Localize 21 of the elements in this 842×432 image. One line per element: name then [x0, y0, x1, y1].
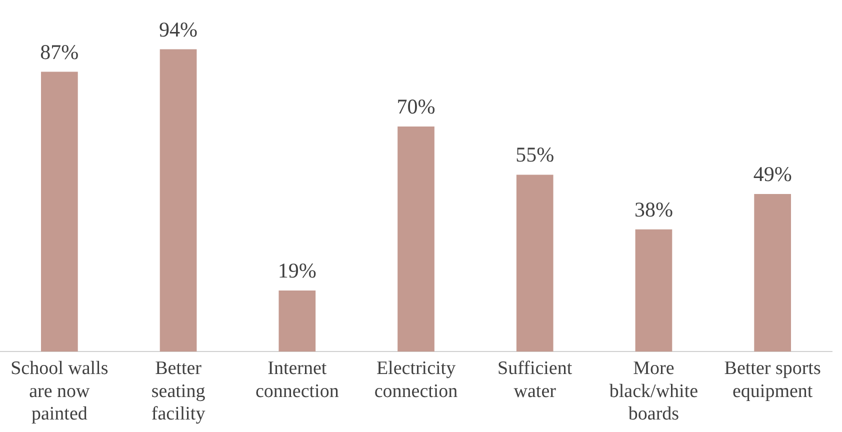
x-tick-label: Better sports equipment: [724, 358, 821, 402]
data-label: 19%: [278, 258, 316, 283]
data-label: 49%: [753, 162, 792, 186]
x-tick-label: School walls are now painted: [10, 358, 108, 425]
bar: [398, 126, 434, 352]
bar: [41, 72, 78, 352]
x-tick-label: Electricity connection: [374, 358, 458, 402]
data-label: 70%: [396, 94, 436, 118]
data-label: 94%: [159, 17, 198, 42]
bar: [754, 194, 791, 352]
bar: [516, 174, 554, 352]
bar: [635, 229, 672, 352]
data-label: 87%: [40, 40, 79, 64]
x-tick-label: Sufficient water: [498, 358, 573, 402]
x-tick-label: Internet connection: [255, 358, 340, 402]
x-tick-label: Better seating facility: [151, 358, 206, 425]
x-tick-label: More black/white boards: [609, 358, 698, 425]
bar: [278, 290, 316, 352]
data-label: 38%: [634, 197, 673, 222]
bar: [160, 49, 197, 352]
data-label: 55%: [516, 142, 554, 167]
